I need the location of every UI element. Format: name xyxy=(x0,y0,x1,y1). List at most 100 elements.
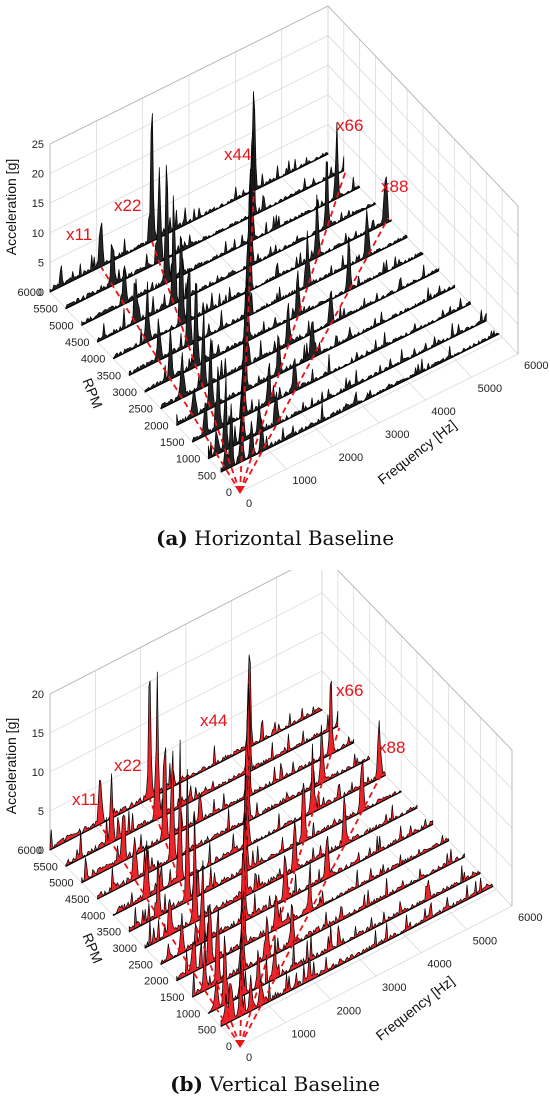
rpm-tick-label: 5500 xyxy=(33,861,57,873)
spectrum-trace xyxy=(160,264,440,410)
rpm-tick-label: 6000 xyxy=(18,287,42,299)
acceleration-tick-label: 5 xyxy=(38,257,44,269)
trace-baseline xyxy=(208,872,481,1014)
trace-baseline xyxy=(128,236,408,376)
order-label-x44: x44 xyxy=(224,145,251,164)
spectrum-trace xyxy=(65,671,339,867)
spectrum-trace xyxy=(128,209,408,376)
order-label-x88: x88 xyxy=(381,177,408,196)
order-line-x44 xyxy=(239,190,255,493)
rpm-tick-label: 500 xyxy=(198,1025,216,1037)
order-lines: x11 x22 x44 x66 x88 xyxy=(72,681,405,1048)
frequency-tick-label: 5000 xyxy=(473,935,497,947)
order-line-x22 xyxy=(148,798,241,1047)
trace-baseline xyxy=(128,791,402,933)
order-line-x66 xyxy=(239,727,341,1047)
trace-baseline xyxy=(192,856,465,998)
frequency-tick-label: 6000 xyxy=(518,912,542,924)
chart-panel-vertical: x11 x22 x44 x66 x88 0 500 1000 1500 2000 2500 3000 3… xyxy=(0,570,550,1070)
trace-baseline xyxy=(144,253,424,393)
order-line-x11 xyxy=(100,266,241,493)
floor-grid-line xyxy=(239,905,513,1047)
grid-lines xyxy=(49,570,513,1047)
order-label-x22: x22 xyxy=(114,196,141,215)
frequency-tick-label: 4000 xyxy=(431,406,455,418)
floor-grid-line xyxy=(224,337,503,476)
acceleration-tick-label: 25 xyxy=(32,139,44,151)
trace-baseline xyxy=(208,320,487,460)
order-lines: x11 x22 x44 x66 x88 xyxy=(66,116,408,494)
rpm-tick-label: 6000 xyxy=(18,845,42,857)
order-origin-marker xyxy=(235,486,245,494)
caption-horizontal: (a) Horizontal Baseline xyxy=(0,526,550,550)
frequency-tick-label: 2000 xyxy=(337,1005,361,1017)
trace-baseline xyxy=(49,709,323,851)
trace-baseline xyxy=(160,270,440,410)
rpm-tick-label: 3500 xyxy=(97,927,121,939)
wall-grid-line xyxy=(49,631,513,829)
trace-baseline xyxy=(81,186,360,326)
acceleration-tick-label: 10 xyxy=(32,228,44,240)
rpm-tick-label: 2000 xyxy=(144,976,168,988)
wall-grid-line xyxy=(49,592,513,790)
spectrum-trace xyxy=(81,122,361,326)
waterfall-chart-horizontal: x11x22x44x66x880500100015002000250030003… xyxy=(3,5,548,510)
wall-grid-line xyxy=(49,670,513,868)
frequency-tick-label: 0 xyxy=(246,1052,252,1064)
order-label-x11: x11 xyxy=(66,225,92,244)
rpm-tick-label: 2000 xyxy=(144,420,168,432)
trace-baseline xyxy=(192,303,471,443)
trace-baseline xyxy=(160,823,434,965)
frequency-tick-label: 3000 xyxy=(385,429,409,441)
caption-vertical: (b) Vertical Baseline xyxy=(0,1072,550,1096)
wall-grid-line xyxy=(49,123,519,325)
rpm-tick-label: 4000 xyxy=(81,354,105,366)
trace-baseline xyxy=(220,333,500,473)
frequency-tick-label: 1000 xyxy=(291,1029,315,1041)
acceleration-tick-label: 5 xyxy=(38,806,44,818)
rpm-tick-label: 4500 xyxy=(65,337,89,349)
chart-panel-horizontal: x11 x22 x44 x66 x88 0 500 1000 1500 2000 2500 3000 3… xyxy=(0,0,550,520)
spectrum-trace xyxy=(220,877,494,1027)
rpm-tick-label: 0 xyxy=(226,1041,232,1053)
waterfall-chart-vertical: x11x22x44x66x880500100015002000250030003… xyxy=(3,570,542,1064)
order-label-x22: x22 xyxy=(114,756,141,775)
trace-baseline xyxy=(81,742,354,884)
order-line-x22 xyxy=(151,241,241,493)
acceleration-tick-label: 15 xyxy=(32,728,44,740)
caption-letter: (b) xyxy=(170,1072,203,1096)
order-label-x66: x66 xyxy=(336,681,363,700)
rpm-tick-label: 3000 xyxy=(113,387,137,399)
acceleration-axis-label: Acceleration [g] xyxy=(3,718,19,815)
order-line-x11 xyxy=(99,823,241,1047)
spectrum-trace xyxy=(160,819,434,965)
frequency-tick-label: 0 xyxy=(246,498,252,510)
spectrum-trace xyxy=(207,865,481,1014)
order-line-x88 xyxy=(239,217,390,493)
caption-text: Vertical Baseline xyxy=(209,1072,380,1096)
spectrum-trace xyxy=(144,795,418,949)
spectrum-trace xyxy=(220,329,500,473)
rpm-tick-label: 5500 xyxy=(33,304,57,316)
rpm-tick-label: 2500 xyxy=(128,959,152,971)
wall-grid-line xyxy=(49,94,519,296)
spectrum-trace xyxy=(144,236,424,393)
trace-baseline xyxy=(176,840,449,982)
spectrum-trace xyxy=(49,654,323,851)
rpm-tick-label: 1500 xyxy=(160,992,184,1004)
rpm-tick-label: 4500 xyxy=(65,894,89,906)
caption-letter: (a) xyxy=(155,526,188,550)
trace-baseline xyxy=(97,758,370,900)
floor-grid-line xyxy=(224,889,497,1030)
rpm-tick-label: 2500 xyxy=(128,404,152,416)
rpm-tick-label: 1500 xyxy=(160,437,184,449)
spectrum-trace xyxy=(65,129,345,310)
acceleration-tick-label: 0 xyxy=(38,287,44,299)
rpm-tick-label: 1000 xyxy=(176,454,200,466)
wall-grid-line xyxy=(49,570,513,751)
trace-baseline xyxy=(220,885,494,1027)
trace-baseline xyxy=(97,203,376,343)
acceleration-tick-label: 20 xyxy=(32,169,44,181)
spectrum-trace xyxy=(128,759,402,933)
spectrum-trace xyxy=(192,848,465,998)
